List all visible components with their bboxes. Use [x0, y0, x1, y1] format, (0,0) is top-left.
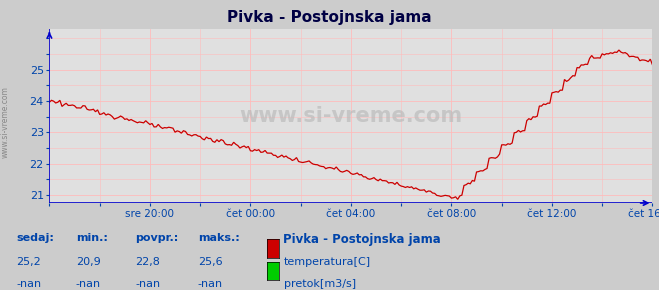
Text: 20,9: 20,9 — [76, 257, 101, 267]
Text: pretok[m3/s]: pretok[m3/s] — [284, 279, 356, 289]
Text: maks.:: maks.: — [198, 233, 239, 243]
Text: www.si-vreme.com: www.si-vreme.com — [239, 106, 463, 126]
Text: -nan: -nan — [16, 279, 42, 289]
Text: www.si-vreme.com: www.si-vreme.com — [1, 86, 10, 158]
Text: povpr.:: povpr.: — [135, 233, 179, 243]
Text: -nan: -nan — [76, 279, 101, 289]
Text: -nan: -nan — [135, 279, 160, 289]
Text: min.:: min.: — [76, 233, 107, 243]
Text: 25,2: 25,2 — [16, 257, 42, 267]
Text: 22,8: 22,8 — [135, 257, 160, 267]
Text: 25,6: 25,6 — [198, 257, 222, 267]
Text: temperatura[C]: temperatura[C] — [284, 257, 371, 267]
Text: sedaj:: sedaj: — [16, 233, 54, 243]
Text: -nan: -nan — [198, 279, 223, 289]
Text: Pivka - Postojnska jama: Pivka - Postojnska jama — [283, 233, 441, 246]
Text: Pivka - Postojnska jama: Pivka - Postojnska jama — [227, 10, 432, 25]
